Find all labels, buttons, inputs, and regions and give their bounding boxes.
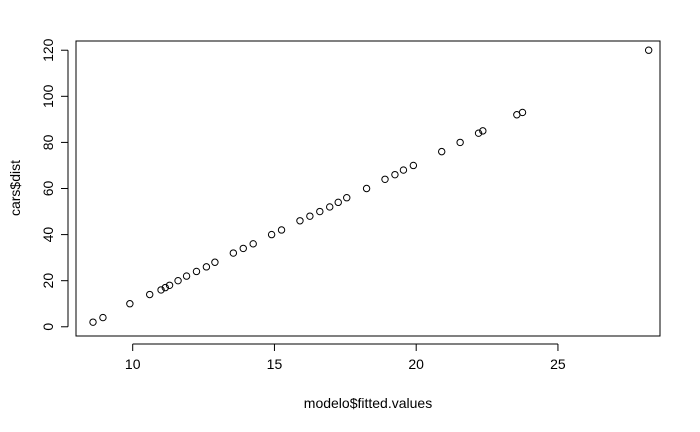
data-point (126, 300, 134, 308)
data-point (99, 313, 107, 322)
data-point (316, 207, 324, 216)
data-point (249, 240, 257, 248)
x-tick-label: 25 (550, 356, 566, 372)
data-point (474, 129, 483, 137)
y-tick-label: 0 (40, 323, 56, 331)
x-tick-label: 20 (408, 356, 424, 372)
x-tick-label: 10 (125, 356, 141, 372)
data-point (644, 46, 653, 54)
data-point (381, 175, 389, 183)
data-point (399, 166, 408, 174)
data-point (211, 258, 219, 266)
data-point (296, 217, 304, 225)
data-point (174, 276, 182, 285)
y-axis: 0 20 40 60 80 100 120 (40, 38, 69, 331)
data-point (479, 127, 487, 135)
plot-frame (75, 40, 661, 337)
data-point (456, 138, 464, 147)
data-point (438, 147, 446, 156)
data-point (229, 249, 238, 257)
data-point (277, 226, 286, 234)
data-point (343, 194, 351, 202)
data-point (89, 318, 97, 326)
x-axis: 10 15 20 25 (125, 343, 566, 372)
data-point (182, 272, 191, 280)
data-point (192, 267, 201, 276)
data-point (202, 263, 211, 271)
y-tick-label: 40 (40, 227, 56, 243)
data-point (146, 290, 154, 299)
y-tick-label: 80 (40, 134, 56, 150)
data-point (518, 108, 527, 117)
y-tick-label: 20 (40, 273, 56, 289)
data-point (267, 230, 276, 239)
data-points (89, 46, 653, 326)
y-axis-label: cars$dist (7, 160, 23, 216)
data-point (362, 184, 371, 193)
x-tick-label: 15 (267, 356, 283, 372)
data-point (165, 281, 174, 289)
y-tick-label: 60 (40, 181, 56, 197)
data-point (239, 244, 247, 253)
x-axis-label: modelo$fitted.values (304, 395, 432, 411)
data-point (326, 203, 334, 211)
data-point (391, 170, 399, 179)
data-point (409, 161, 418, 170)
data-point (334, 198, 342, 207)
y-tick-label: 100 (40, 84, 56, 108)
data-point (306, 212, 314, 220)
y-tick-label: 120 (40, 38, 56, 62)
data-point (157, 286, 165, 294)
data-point (161, 283, 170, 292)
